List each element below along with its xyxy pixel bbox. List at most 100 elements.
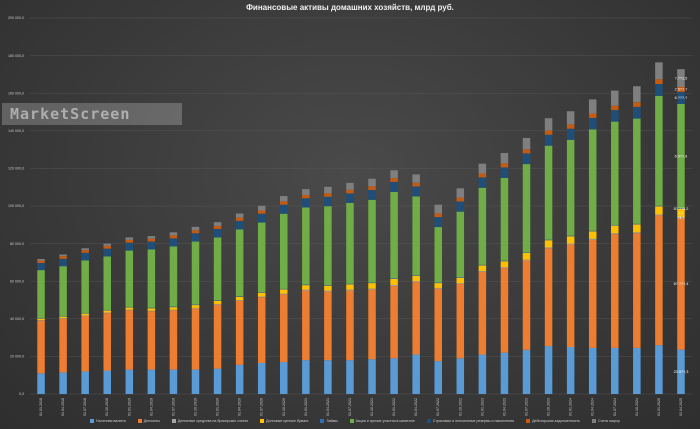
- bar-segment: [522, 149, 531, 154]
- x-axis-tick-labels: 01.01.2018 01.04.2018 01.07.2018 01.10.2018…: [39, 398, 683, 416]
- bar-segment: [147, 241, 156, 250]
- bar-segment: [588, 129, 597, 231]
- x-tick-label: 01.10.2023: [547, 398, 551, 416]
- bar-segment: [280, 293, 288, 295]
- bar-segment: [257, 292, 266, 293]
- bar-segment: [434, 361, 442, 394]
- bar-segment: [677, 86, 685, 92]
- bar-segment: [500, 163, 509, 168]
- bar-segment: [302, 198, 310, 208]
- bar-segment: [456, 358, 465, 394]
- bar-segment: [677, 218, 685, 350]
- bar-segment: [434, 282, 442, 284]
- bar-stacks: [37, 62, 685, 394]
- bar-segment: [59, 254, 67, 257]
- legend-swatch: [349, 419, 354, 423]
- bar-segment: [169, 309, 178, 311]
- bar-segment: [633, 347, 641, 394]
- bar-segment: [213, 303, 222, 305]
- bar-segment: [412, 354, 420, 394]
- bar-segment: [566, 235, 575, 237]
- bar-segment: [478, 187, 487, 265]
- bar-segment: [566, 347, 575, 394]
- y-tick-label: 60 000,0: [10, 279, 24, 283]
- bar-segment: [500, 352, 509, 394]
- bar-segment: [390, 358, 398, 394]
- bar-segment: [280, 204, 288, 214]
- x-tick-label: 01.10.2019: [194, 398, 198, 416]
- bar-segment: [633, 223, 641, 225]
- legend-label: Наличная валюта: [96, 419, 126, 423]
- bar-segment: [522, 153, 531, 165]
- bar-segment: [59, 256, 67, 259]
- data-label: 6 ???,?: [675, 96, 688, 100]
- bar-segment: [655, 62, 663, 80]
- bar-segment: [655, 83, 663, 96]
- bar-segment: [368, 288, 376, 290]
- bar-segment: [412, 281, 420, 283]
- bar-segment: [478, 163, 487, 174]
- bar-segment: [37, 320, 45, 374]
- bar-segment: [147, 369, 156, 394]
- bar-segment: [390, 170, 398, 179]
- bar-segment: [81, 248, 89, 251]
- bar-segment: [169, 307, 178, 310]
- bar-segment: [655, 205, 663, 207]
- bar-segment: [434, 288, 442, 362]
- legend-swatch: [260, 419, 265, 423]
- x-tick-label: 01.04.2022: [414, 398, 418, 416]
- bar-segment: [434, 217, 442, 228]
- bar-segment: [544, 346, 553, 394]
- bar-segment: [412, 275, 420, 276]
- bar-segment: [434, 227, 442, 283]
- bar-segment: [566, 236, 575, 244]
- bar-segment: [81, 260, 89, 313]
- data-label: 5? ??5,2: [674, 207, 689, 211]
- bar-segment: [611, 234, 619, 348]
- data-label: 2 5??,?: [675, 88, 688, 92]
- legend-item: Страховые и пенсионные резервы и накопле…: [426, 419, 514, 423]
- bar-segment: [368, 178, 376, 187]
- bar-segment: [257, 296, 266, 298]
- legend-item: Денежные средства на брокерских счетах: [171, 419, 248, 423]
- bar-segment: [191, 308, 200, 370]
- bar-segment: [81, 252, 89, 261]
- bar-segment: [544, 130, 553, 135]
- bar-segment: [434, 287, 442, 289]
- chart-title: Финансовые активы домашних хозяйств, млр…: [246, 3, 454, 12]
- bar-segment: [456, 284, 465, 359]
- bar-segment: [59, 266, 67, 316]
- bar-segment: [456, 283, 465, 285]
- data-label: ?4,?: [677, 216, 684, 220]
- bar-segment: [677, 91, 685, 104]
- bar-segment: [81, 250, 89, 253]
- bar-segment: [346, 290, 354, 361]
- legend: Наличная валюта Депозиты Денежные средства…: [90, 419, 690, 427]
- bar-segment: [147, 307, 156, 309]
- bar-segment: [611, 224, 619, 226]
- legend-item: Депозиты: [137, 419, 160, 423]
- bar-segment: [500, 267, 509, 269]
- bar-segment: [500, 177, 509, 261]
- x-tick-label: 01.04.2024: [591, 398, 595, 416]
- bar-segment: [346, 193, 354, 203]
- x-tick-label: 01.07.2019: [171, 398, 175, 416]
- bar-segment: [169, 238, 178, 247]
- bar-segment: [522, 349, 531, 394]
- bar-segment: [368, 282, 376, 284]
- legend-item: Долговые ценные бумаги: [260, 419, 308, 423]
- data-label: ?,??1,5: [675, 76, 688, 80]
- bar-segment: [500, 261, 509, 268]
- bar-segment: [368, 186, 376, 191]
- bar-segment: [588, 239, 597, 348]
- bar-segment: [37, 373, 45, 394]
- bar-segment: [125, 369, 134, 394]
- bar-segment: [280, 289, 288, 294]
- bar-segment: [500, 268, 509, 353]
- legend-swatch: [320, 419, 325, 423]
- bar-segment: [544, 240, 553, 248]
- bar-segment: [544, 145, 553, 240]
- bar-segment: [257, 210, 266, 214]
- bar-segment: [37, 318, 45, 321]
- bar-segment: [434, 283, 442, 288]
